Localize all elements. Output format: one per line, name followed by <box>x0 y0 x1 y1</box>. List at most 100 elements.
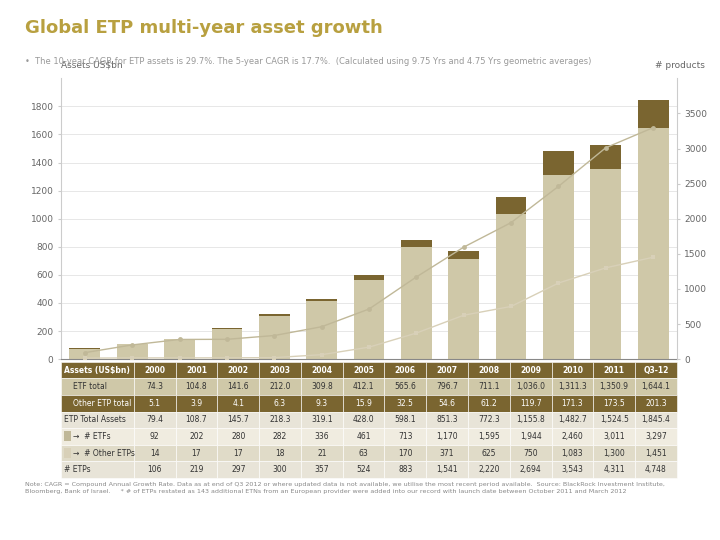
Text: 300: 300 <box>273 465 287 474</box>
Text: # ETPs: # ETPs <box>63 465 90 474</box>
Text: 851.3: 851.3 <box>436 415 458 424</box>
Text: 412.1: 412.1 <box>353 382 374 391</box>
Bar <box>301 395 343 411</box>
Text: 796.7: 796.7 <box>436 382 458 391</box>
Bar <box>134 411 176 428</box>
Bar <box>176 411 217 428</box>
Text: 309.8: 309.8 <box>311 382 333 391</box>
Bar <box>259 315 289 359</box>
Text: 3,543: 3,543 <box>562 465 583 474</box>
Text: 750: 750 <box>523 449 538 457</box>
Text: 4.1: 4.1 <box>233 399 244 408</box>
Text: Q3-12: Q3-12 <box>643 366 669 375</box>
Bar <box>552 461 593 478</box>
Bar <box>343 395 384 411</box>
Bar <box>495 214 526 359</box>
Bar <box>426 428 468 445</box>
Bar <box>61 445 134 461</box>
Text: 1,350.9: 1,350.9 <box>600 382 629 391</box>
Bar <box>134 395 176 411</box>
Text: 2004: 2004 <box>311 366 333 375</box>
Text: 2007: 2007 <box>436 366 458 375</box>
Bar <box>117 345 148 359</box>
Bar <box>510 395 552 411</box>
Bar <box>343 445 384 461</box>
Bar <box>306 299 337 301</box>
Bar <box>164 339 195 359</box>
Bar <box>259 314 289 315</box>
Text: 297: 297 <box>231 465 246 474</box>
Bar <box>543 175 574 359</box>
Bar <box>510 461 552 478</box>
Text: 9.3: 9.3 <box>316 399 328 408</box>
Bar <box>468 395 510 411</box>
Text: 15.9: 15.9 <box>355 399 372 408</box>
Bar <box>510 445 552 461</box>
Text: 2011: 2011 <box>603 366 625 375</box>
Text: 106: 106 <box>148 465 162 474</box>
Bar <box>593 411 635 428</box>
Text: 280: 280 <box>231 432 246 441</box>
Text: 1,170: 1,170 <box>436 432 458 441</box>
Bar <box>510 379 552 395</box>
Bar <box>217 395 259 411</box>
Bar <box>259 428 301 445</box>
Bar <box>468 461 510 478</box>
Bar <box>468 411 510 428</box>
Bar <box>63 382 71 392</box>
Text: 711.1: 711.1 <box>478 382 500 391</box>
Bar <box>449 259 479 359</box>
Text: 4,748: 4,748 <box>645 465 667 474</box>
Bar <box>259 445 301 461</box>
Text: →  # Other ETPs: → # Other ETPs <box>73 449 135 457</box>
Bar <box>593 461 635 478</box>
Text: 61.2: 61.2 <box>480 399 498 408</box>
Text: 5.1: 5.1 <box>149 399 161 408</box>
Bar <box>384 395 426 411</box>
Text: 713: 713 <box>398 432 413 441</box>
Text: 173.5: 173.5 <box>603 399 625 408</box>
Bar <box>306 301 337 359</box>
Bar <box>426 395 468 411</box>
Text: 212.0: 212.0 <box>269 382 291 391</box>
Bar <box>63 431 71 441</box>
Bar <box>590 145 621 170</box>
Bar <box>134 428 176 445</box>
Bar <box>176 395 217 411</box>
Text: 79.4: 79.4 <box>146 415 163 424</box>
Text: 772.3: 772.3 <box>478 415 500 424</box>
Text: 319.1: 319.1 <box>311 415 333 424</box>
Bar <box>176 461 217 478</box>
Text: 2000: 2000 <box>144 366 165 375</box>
Text: 3,297: 3,297 <box>645 432 667 441</box>
Bar <box>635 395 677 411</box>
Bar <box>635 461 677 478</box>
Text: 1,644.1: 1,644.1 <box>642 382 670 391</box>
Bar <box>259 362 301 379</box>
Bar <box>217 379 259 395</box>
Text: 2003: 2003 <box>269 366 291 375</box>
Text: 201.3: 201.3 <box>645 399 667 408</box>
Bar <box>301 428 343 445</box>
Text: 1,595: 1,595 <box>478 432 500 441</box>
Bar <box>217 445 259 461</box>
Bar <box>61 362 134 379</box>
Text: →  # ETFs: → # ETFs <box>73 432 111 441</box>
Text: 32.5: 32.5 <box>397 399 414 408</box>
Bar <box>301 411 343 428</box>
Text: 1,944: 1,944 <box>520 432 541 441</box>
Bar <box>449 251 479 259</box>
Text: 141.6: 141.6 <box>228 382 249 391</box>
Text: 2006: 2006 <box>395 366 416 375</box>
Text: 218.3: 218.3 <box>269 415 291 424</box>
Bar <box>117 344 148 345</box>
Text: Bloomberg, Bank of Israel.     * # of ETPs restated as 143 additional ETNs from : Bloomberg, Bank of Israel. * # of ETPs r… <box>25 489 626 494</box>
Text: 3,011: 3,011 <box>603 432 625 441</box>
Bar <box>343 362 384 379</box>
Bar <box>593 428 635 445</box>
Text: # products: # products <box>655 61 705 70</box>
Bar <box>552 362 593 379</box>
Bar <box>343 411 384 428</box>
Bar <box>212 328 243 329</box>
Bar <box>593 379 635 395</box>
